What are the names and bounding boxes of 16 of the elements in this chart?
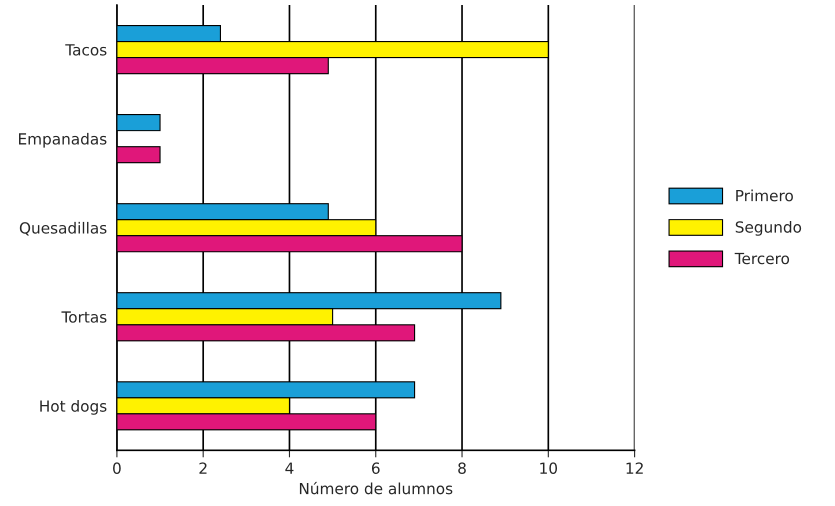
- x-tick-label: 0: [113, 462, 121, 474]
- y-tick-label: Empanadas: [19, 132, 106, 148]
- x-tick-label: 2: [199, 462, 207, 474]
- legend-label: Primero: [736, 190, 793, 202]
- x-tick-label: 12: [626, 462, 643, 474]
- y-tick-label: Tacos: [65, 44, 106, 56]
- x-tick-label: 6: [372, 462, 380, 474]
- legend-label: Segundo: [736, 220, 802, 236]
- y-tick-label: Tortas: [61, 311, 106, 323]
- x-tick-label: 4: [285, 462, 294, 474]
- legend-label: Tercero: [734, 252, 790, 264]
- x-axis-title: Número de alumnos: [300, 482, 452, 494]
- x-tick-label: 8: [458, 462, 466, 474]
- y-tick-label: Hot dogs: [40, 400, 106, 415]
- y-tick-label: Quesadillas: [20, 222, 106, 236]
- x-tick-label: 10: [540, 462, 558, 474]
